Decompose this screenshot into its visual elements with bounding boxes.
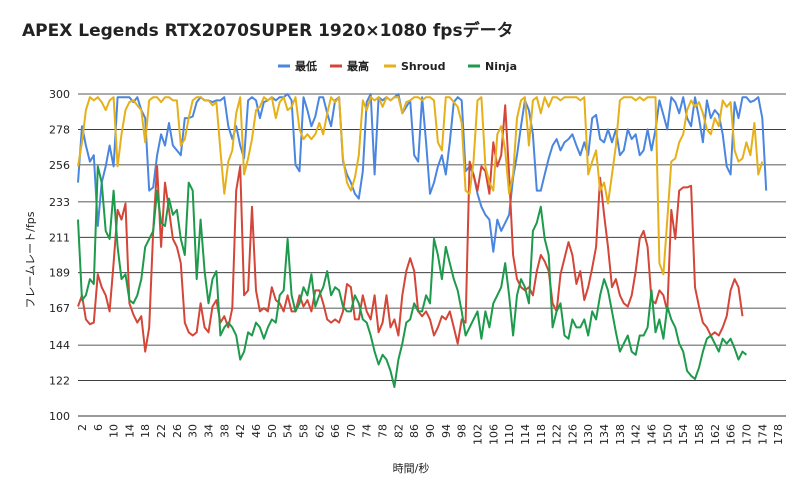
legend-label: Ninja	[485, 60, 517, 73]
x-tick-label: 94	[440, 424, 453, 438]
x-tick-label: 154	[677, 424, 690, 445]
x-axis-label: 時間/秒	[393, 461, 430, 475]
x-tick-label: 58	[297, 424, 310, 438]
legend-item-1: 最低	[278, 59, 317, 73]
x-tick-label: 122	[551, 424, 564, 445]
x-tick-label: 106	[487, 424, 500, 445]
legend-label: 最高	[347, 59, 369, 73]
x-tick-label: 34	[203, 424, 216, 438]
chart-title: APEX Legends RTX2070SUPER 1920×1080 fpsデ…	[22, 20, 514, 41]
y-tick-label: 233	[49, 196, 70, 209]
x-axis: 2 6 10 14 18 22 26 30 34 38 42 46 50 54 58 62 66 70 74 78 82…	[76, 424, 785, 445]
x-tick-label: 134	[598, 424, 611, 445]
y-tick-label: 122	[49, 375, 70, 388]
x-tick-label: 82	[392, 424, 405, 438]
x-tick-label: 50	[266, 424, 279, 438]
legend-item-3: Shroud	[384, 60, 445, 73]
y-tick-label: 167	[49, 302, 70, 315]
x-tick-label: 174	[756, 424, 769, 445]
y-axis: 100 122 144 167 189 211 233 256 278 300	[49, 88, 70, 423]
x-tick-label: 102	[471, 424, 484, 445]
x-tick-label: 110	[503, 424, 516, 445]
x-tick-label: 114	[519, 424, 532, 445]
x-tick-label: 138	[614, 424, 627, 445]
x-tick-label: 66	[329, 424, 342, 438]
x-tick-label: 90	[424, 424, 437, 438]
x-tick-label: 2	[76, 424, 89, 431]
y-tick-label: 144	[49, 339, 70, 352]
x-tick-label: 150	[661, 424, 674, 445]
legend-label: 最低	[295, 59, 317, 73]
y-tick-label: 300	[49, 88, 70, 101]
legend: 最低 最高 Shroud Ninja	[278, 59, 517, 73]
x-tick-label: 14	[123, 424, 136, 438]
x-tick-label: 166	[725, 424, 738, 445]
x-tick-label: 126	[566, 424, 579, 445]
x-tick-label: 142	[630, 424, 643, 445]
x-tick-label: 170	[740, 424, 753, 445]
y-tick-label: 211	[49, 231, 70, 244]
x-tick-label: 130	[582, 424, 595, 445]
x-tick-label: 158	[693, 424, 706, 445]
x-tick-label: 22	[155, 424, 168, 438]
x-tick-label: 6	[92, 424, 105, 431]
x-tick-label: 98	[456, 424, 469, 438]
legend-label: Shroud	[401, 60, 445, 73]
x-tick-label: 70	[345, 424, 358, 438]
x-tick-label: 162	[709, 424, 722, 445]
x-tick-label: 54	[282, 424, 295, 438]
series-line-3	[77, 96, 764, 276]
x-tick-label: 46	[250, 424, 263, 438]
y-tick-label: 278	[49, 123, 70, 136]
x-tick-label: 30	[187, 424, 200, 438]
series-lines	[77, 93, 768, 388]
series-line-4	[77, 165, 748, 388]
y-tick-label: 256	[49, 159, 70, 172]
series-line-1	[77, 93, 768, 253]
y-tick-label: 189	[49, 267, 70, 280]
x-tick-label: 26	[171, 424, 184, 438]
x-tick-label: 118	[535, 424, 548, 445]
x-tick-label: 18	[139, 424, 152, 438]
x-tick-label: 78	[377, 424, 390, 438]
x-tick-label: 38	[218, 424, 231, 438]
y-tick-label: 100	[49, 410, 70, 423]
x-tick-label: 178	[772, 424, 785, 445]
x-tick-label: 62	[313, 424, 326, 438]
series-line-2	[77, 104, 744, 353]
x-tick-label: 74	[361, 424, 374, 438]
legend-item-4: Ninja	[468, 60, 517, 73]
legend-item-2: 最高	[330, 59, 369, 73]
x-tick-label: 10	[108, 424, 121, 438]
y-axis-label: フレームレート/fps	[24, 211, 37, 308]
x-tick-label: 86	[408, 424, 421, 438]
x-tick-label: 146	[646, 424, 659, 445]
x-tick-label: 42	[234, 424, 247, 438]
